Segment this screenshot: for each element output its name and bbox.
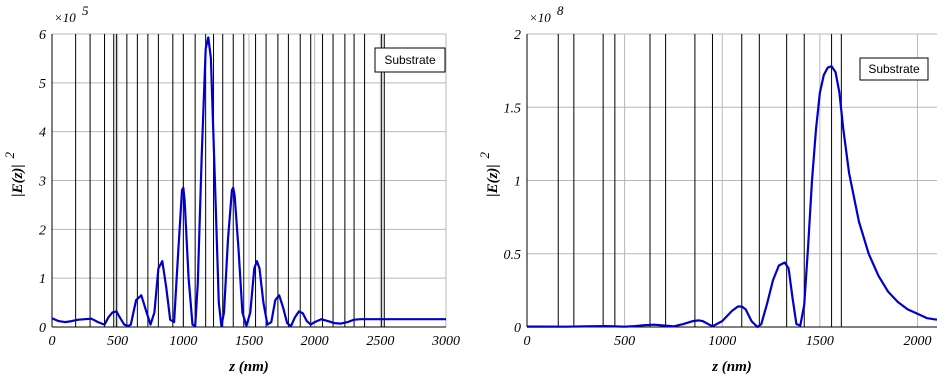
y-tick-label: 2	[514, 28, 521, 43]
y-axis-label-group: |E(z)| 2	[2, 152, 26, 197]
x-tick-label: 500	[107, 334, 128, 349]
x-tick-label: 1000	[708, 334, 736, 349]
x-tick-label: 500	[614, 334, 635, 349]
y-tick-label: 1.5	[504, 101, 522, 116]
legend: Substrate	[859, 57, 929, 81]
y-exponent-sup: 8	[557, 3, 564, 18]
y-tick-label: 2	[39, 223, 46, 238]
y-tick-label: 3	[38, 175, 46, 190]
x-tick-label: 2500	[366, 334, 394, 349]
y-axis-label-sup: 2	[2, 152, 17, 159]
legend-label: Substrate	[384, 53, 436, 67]
y-axis-label-group: |E(z)| 2	[477, 152, 501, 197]
legend-box	[374, 47, 446, 73]
y-tick-label: 5	[39, 77, 46, 92]
x-axis-label: z (nm)	[711, 359, 752, 375]
x-tick-label: 0	[49, 334, 56, 349]
x-tick-label: 0	[524, 334, 531, 349]
legend-box	[859, 57, 929, 81]
legend-label: Substrate	[868, 62, 920, 76]
x-axis-label: z (nm)	[228, 359, 269, 375]
y-exponent-label: ×10	[529, 10, 551, 25]
layer-boundaries	[557, 34, 842, 327]
x-tick-label: 1000	[169, 334, 197, 349]
x-tick-label: 2000	[301, 334, 329, 349]
y-tick-label: 6	[39, 28, 46, 43]
y-exponent-sup: 5	[82, 3, 89, 18]
grid	[51, 33, 447, 328]
y-tick-label: 0.5	[504, 248, 522, 263]
x-tick-label: 1500	[806, 334, 834, 349]
chart-left: 0 500 1000 1500 2000 2500 3000 0 1 2 3 4 5 6 ×10 5 z (nm…	[2, 3, 460, 375]
y-tick-label: 1	[514, 175, 521, 190]
y-tick-label: 0	[514, 321, 521, 336]
series-line	[527, 65, 937, 329]
y-tick-label: 4	[39, 126, 46, 141]
y-tick-label: 0	[39, 321, 46, 336]
chart-right: 0 500 1000 1500 2000 0 0.5 1 1.5 2 ×10 8 z (nm) |E(z)…	[477, 3, 937, 375]
y-axis-label-sup: 2	[477, 152, 492, 159]
y-axis-label: |E(z)|	[10, 164, 26, 196]
x-tick-label: 3000	[431, 334, 460, 349]
y-axis-label: |E(z)|	[485, 164, 501, 196]
x-tick-label: 2000	[903, 334, 931, 349]
y-tick-label: 1	[39, 272, 46, 287]
series-line	[51, 36, 446, 328]
legend: Substrate	[374, 47, 446, 73]
x-tick-label: 1500	[235, 334, 263, 349]
y-exponent-label: ×10	[54, 10, 76, 25]
